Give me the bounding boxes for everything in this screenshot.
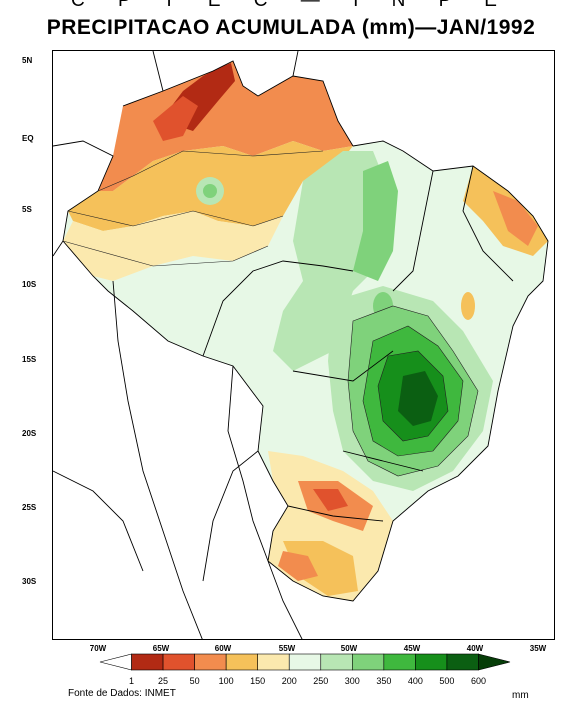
- lon-label-70w: 70W: [89, 644, 107, 653]
- colorbar-level-label: 100: [218, 676, 234, 686]
- colorbar-swatch: [257, 653, 290, 671]
- colorbar-level-label: 150: [250, 676, 266, 686]
- lat-label-20s: 20S: [22, 429, 37, 438]
- data-source: Fonte de Dados: INMET: [68, 688, 176, 699]
- colorbar-level-label: 1: [129, 676, 135, 686]
- lon-label-45w: 45W: [403, 644, 421, 653]
- colorbar-level-label: 350: [376, 676, 392, 686]
- colorbar-units: mm: [512, 690, 529, 701]
- ne-wet-patch: [373, 292, 393, 320]
- colorbar: [95, 650, 515, 679]
- colorbar-swatch: [352, 653, 385, 671]
- amazon-wet-core: [203, 184, 217, 198]
- lon-label-65w: 65W: [152, 644, 170, 653]
- colorbar-svg: [99, 653, 511, 671]
- lat-label-10s: 10S: [22, 280, 37, 289]
- colorbar-swatch: [478, 653, 511, 671]
- amazon-pale: [63, 211, 283, 281]
- colorbar-swatch: [99, 653, 132, 671]
- lat-label-eq: EQ: [22, 134, 34, 143]
- lat-label-30s: 30S: [22, 577, 37, 586]
- colorbar-level-label: 25: [158, 676, 169, 686]
- colorbar-swatch: [131, 653, 164, 671]
- colorbar-level-label: 600: [470, 676, 486, 686]
- ne-coast-orange: [493, 191, 538, 246]
- colorbar-swatch: [225, 653, 258, 671]
- colorbar-level-label: 400: [407, 676, 423, 686]
- precip-fill-layer: [63, 61, 548, 601]
- south-coast-orange: [278, 551, 318, 581]
- colorbar-swatch: [415, 653, 448, 671]
- colorbar-level-label: 50: [189, 676, 200, 686]
- north-dry-band: [98, 61, 353, 191]
- se-green-darkest: [398, 371, 438, 426]
- colorbar-level-label: 300: [344, 676, 360, 686]
- ne-dry-patch: [461, 292, 475, 320]
- central-green-mid: [353, 161, 398, 281]
- lon-label-60w: 60W: [214, 644, 232, 653]
- colorbar-swatch: [383, 653, 416, 671]
- lat-label-15s: 15S: [22, 355, 37, 364]
- lat-label-5s: 5S: [22, 205, 32, 214]
- colorbar-swatch: [288, 653, 322, 671]
- precipitation-map: [52, 50, 555, 640]
- map-title: PRECIPITACAO ACUMULADA (mm)—JAN/1992: [46, 16, 536, 39]
- lat-label-5n: 5N: [22, 56, 33, 65]
- colorbar-swatch: [162, 653, 195, 671]
- map-canvas: [53, 51, 549, 639]
- lon-label-35w: 35W: [529, 644, 547, 653]
- north-red: [153, 96, 198, 141]
- south-red: [313, 489, 348, 511]
- lon-label-40w: 40W: [466, 644, 484, 653]
- lon-label-55w: 55W: [278, 644, 296, 653]
- colorbar-swatch: [446, 653, 479, 671]
- colorbar-level-label: 500: [439, 676, 455, 686]
- lat-label-25s: 25S: [22, 503, 37, 512]
- colorbar-swatch: [194, 653, 227, 671]
- colorbar-level-label: 250: [313, 676, 329, 686]
- lon-label-50w: 50W: [340, 644, 358, 653]
- colorbar-level-label: 200: [281, 676, 297, 686]
- contour-lines: [62, 150, 479, 477]
- header-suptitle: C P T E C — I N P E: [71, 0, 511, 11]
- colorbar-swatch: [320, 653, 353, 671]
